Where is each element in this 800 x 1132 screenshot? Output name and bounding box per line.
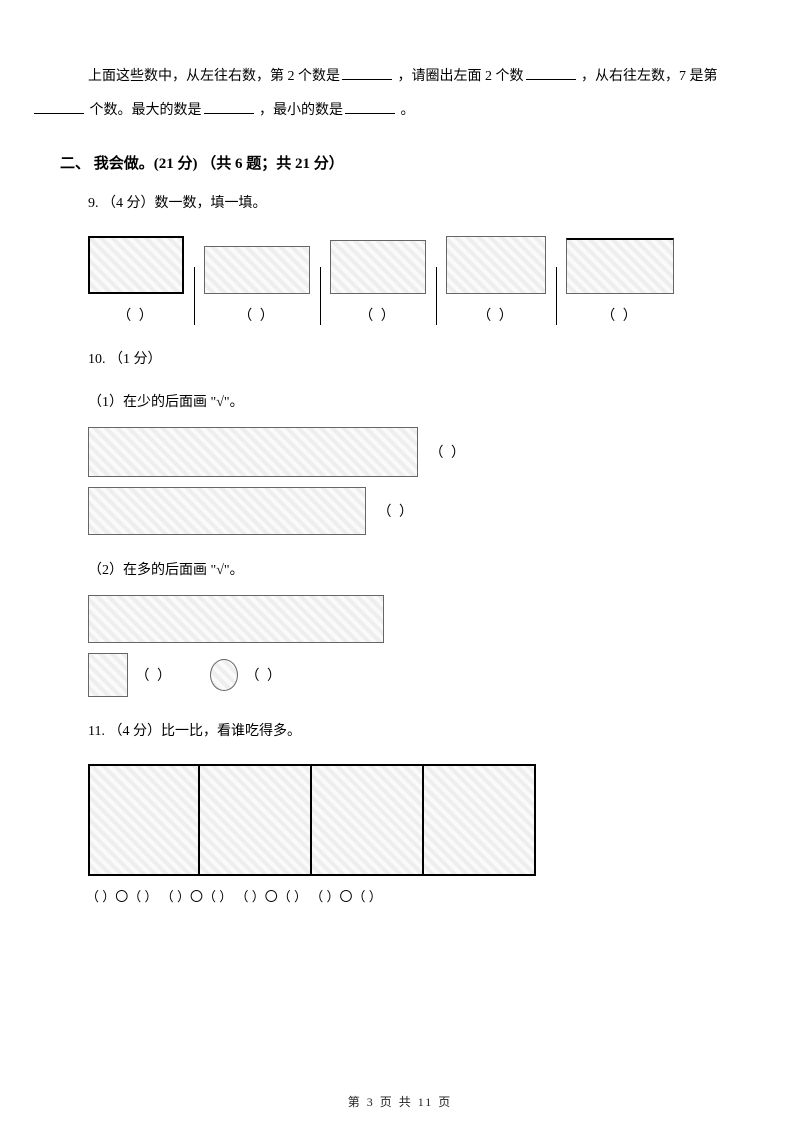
separator <box>436 267 437 325</box>
q9-paren-5[interactable]: （ ） <box>601 305 639 325</box>
q10-row2: （ ） <box>88 487 740 535</box>
q11-panel-3 <box>312 764 424 876</box>
question-9: 9. （4 分）数一数，填一填。 <box>88 191 740 218</box>
blank-1[interactable] <box>342 66 392 80</box>
q11-panel-2 <box>200 764 312 876</box>
blank-2[interactable] <box>526 66 576 80</box>
pencils-image <box>566 238 674 294</box>
ball-image <box>210 659 238 691</box>
q9-item-4: （ ） <box>446 236 546 325</box>
q10-row1: （ ） <box>88 427 740 477</box>
q9-item-5: （ ） <box>566 238 674 325</box>
q10-sub2: （2）在多的后面画 "√"。 <box>88 559 740 579</box>
jars-image <box>330 240 426 294</box>
q9-paren-2[interactable]: （ ） <box>238 305 276 325</box>
q10-paren-2[interactable]: （ ） <box>378 501 416 521</box>
text: 。 <box>401 103 415 118</box>
question-10: 10. （1 分） <box>88 347 740 374</box>
clothes-image <box>446 236 546 294</box>
text: ，请圈出左面 2 个数 <box>398 69 524 84</box>
q11-panel-1 <box>88 764 200 876</box>
page-footer: 第 3 页 共 11 页 <box>0 1093 800 1110</box>
q10-sub2-text: （2）在多的后面画 "√"。 <box>88 563 244 578</box>
q9-item-3: （ ） <box>330 240 426 325</box>
text: 个数。最大的数是 <box>90 103 202 118</box>
q9-item-1: （ ） <box>88 236 184 325</box>
q11-label: 11. （4 分）比一比，看谁吃得多。 <box>88 724 301 739</box>
flowers-row-image <box>88 427 418 477</box>
cat-image <box>88 653 128 697</box>
separator <box>556 267 557 325</box>
q10-paren-4[interactable]: （ ） <box>246 665 284 685</box>
q10-paren-1[interactable]: （ ） <box>430 442 468 462</box>
q9-image-row: （ ） （ ） （ ） （ ） （ ） <box>88 236 740 325</box>
section-2-title: 二、 我会做。(21 分) （共 6 题；共 21 分） <box>60 152 740 173</box>
blank-5[interactable] <box>204 100 254 114</box>
q10-sub1: （1）在少的后面画 "√"。 <box>88 391 740 411</box>
q9-label: 9. （4 分）数一数，填一填。 <box>88 196 267 211</box>
q11-ovals[interactable]: （ ）〇（ ） （ ）〇（ ） （ ）〇（ ） （ ）〇（ ） <box>86 889 382 904</box>
text: ，最小的数是 <box>259 103 343 118</box>
text: 上面这些数中，从左往右数，第 2 个数是 <box>88 69 340 84</box>
q10-row3 <box>88 595 740 643</box>
q10-sub1-text: （1）在少的后面画 "√"。 <box>88 395 244 410</box>
blank-6[interactable] <box>345 100 395 114</box>
butterflies-row-image <box>88 487 366 535</box>
q9-paren-1[interactable]: （ ） <box>117 305 155 325</box>
cats-balls-row-image <box>88 595 384 643</box>
q9-item-2: （ ） <box>204 246 310 325</box>
q10-label: 10. （1 分） <box>88 352 162 367</box>
q9-paren-4[interactable]: （ ） <box>477 305 515 325</box>
separator <box>320 267 321 325</box>
question-11: 11. （4 分）比一比，看谁吃得多。 <box>88 719 740 746</box>
q10-row4: （ ） （ ） <box>88 653 740 697</box>
text: ，从右往左数，7 是第 <box>581 69 718 84</box>
q9-paren-3[interactable]: （ ） <box>359 305 397 325</box>
q11-panels <box>88 764 740 876</box>
q11-panel-4 <box>424 764 536 876</box>
q11-answer-row[interactable]: （ ）〇（ ） （ ）〇（ ） （ ）〇（ ） （ ）〇（ ） <box>86 886 740 905</box>
intro-paragraph: 上面这些数中，从左往右数，第 2 个数是 ，请圈出左面 2 个数 ，从右往左数，… <box>60 60 740 127</box>
chicks-image <box>204 246 310 294</box>
q10-paren-3[interactable]: （ ） <box>136 665 174 685</box>
blank-4[interactable] <box>34 100 84 114</box>
flowers-image <box>88 236 184 294</box>
separator <box>194 267 195 325</box>
